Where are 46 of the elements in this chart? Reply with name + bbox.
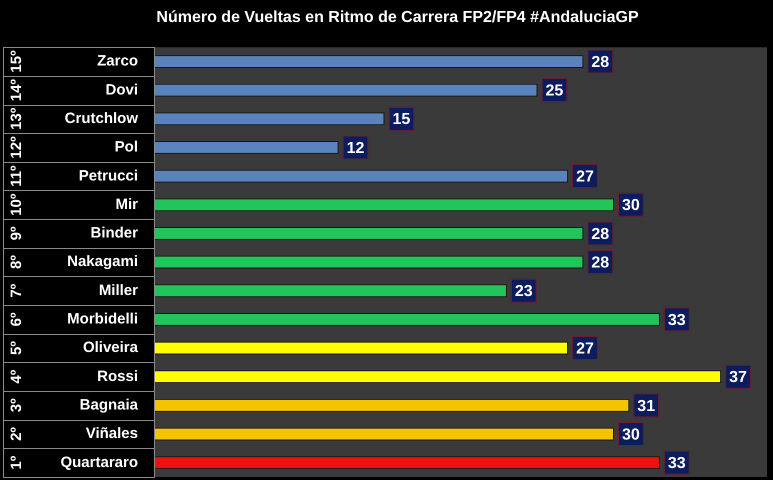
text: 5º	[8, 340, 26, 355]
y-tick-label: Morbidelli	[67, 310, 138, 328]
text: 3º	[8, 398, 26, 412]
y-tick-label: Dovi	[105, 81, 138, 98]
y-tick-label: Zarco	[97, 52, 138, 70]
data-label: 15	[392, 111, 410, 128]
y-tick-label: Pol	[114, 138, 138, 156]
text: 8º	[8, 254, 26, 270]
data-label: 33	[668, 455, 686, 472]
text: 12º	[8, 136, 26, 159]
data-label: 28	[591, 254, 610, 272]
y-tick-label: Viñales	[86, 425, 138, 442]
data-label: 30	[622, 197, 640, 214]
data-label: 23	[514, 283, 533, 300]
text: 15º	[8, 50, 26, 73]
data-label: 27	[576, 340, 594, 358]
y-tick-label: Mir	[116, 196, 138, 213]
data-label: 30	[622, 426, 640, 444]
text: 2º	[8, 426, 26, 441]
text: 4º	[8, 369, 26, 384]
data-label: 37	[729, 369, 747, 386]
y-tick-label: Binder	[90, 224, 138, 242]
y-tick-label: Nakagami	[67, 253, 138, 270]
text: 1º	[8, 455, 26, 470]
y-tick-label: Petrucci	[78, 167, 138, 184]
y-tick-label: Quartararo	[60, 454, 138, 471]
y-tick-label: Rossi	[97, 368, 138, 385]
data-label: 12	[346, 140, 364, 157]
data-label: 31	[637, 398, 656, 415]
data-label: 33	[668, 312, 686, 329]
data-label: 25	[546, 82, 564, 100]
text: 14º	[8, 78, 26, 102]
text: 9º	[8, 226, 26, 240]
text: 13º	[8, 107, 26, 130]
y-tick-label: Bagnaia	[80, 396, 139, 414]
y-tick-label: Miller	[98, 282, 138, 299]
data-label: 28	[591, 54, 610, 71]
data-label: 28	[591, 226, 610, 243]
text: 7º	[8, 283, 26, 298]
y-tick-label: Oliveira	[82, 339, 139, 356]
data-label: 27	[576, 168, 594, 186]
y-tick-label: Crutchlow	[64, 110, 138, 127]
text: 10º	[8, 193, 26, 216]
text: 11º	[8, 164, 26, 187]
text: 6º	[8, 312, 26, 326]
chart-title: Número de Vueltas en Ritmo de Carrera FP2/FP4 #AndaluciaGP	[156, 9, 639, 26]
